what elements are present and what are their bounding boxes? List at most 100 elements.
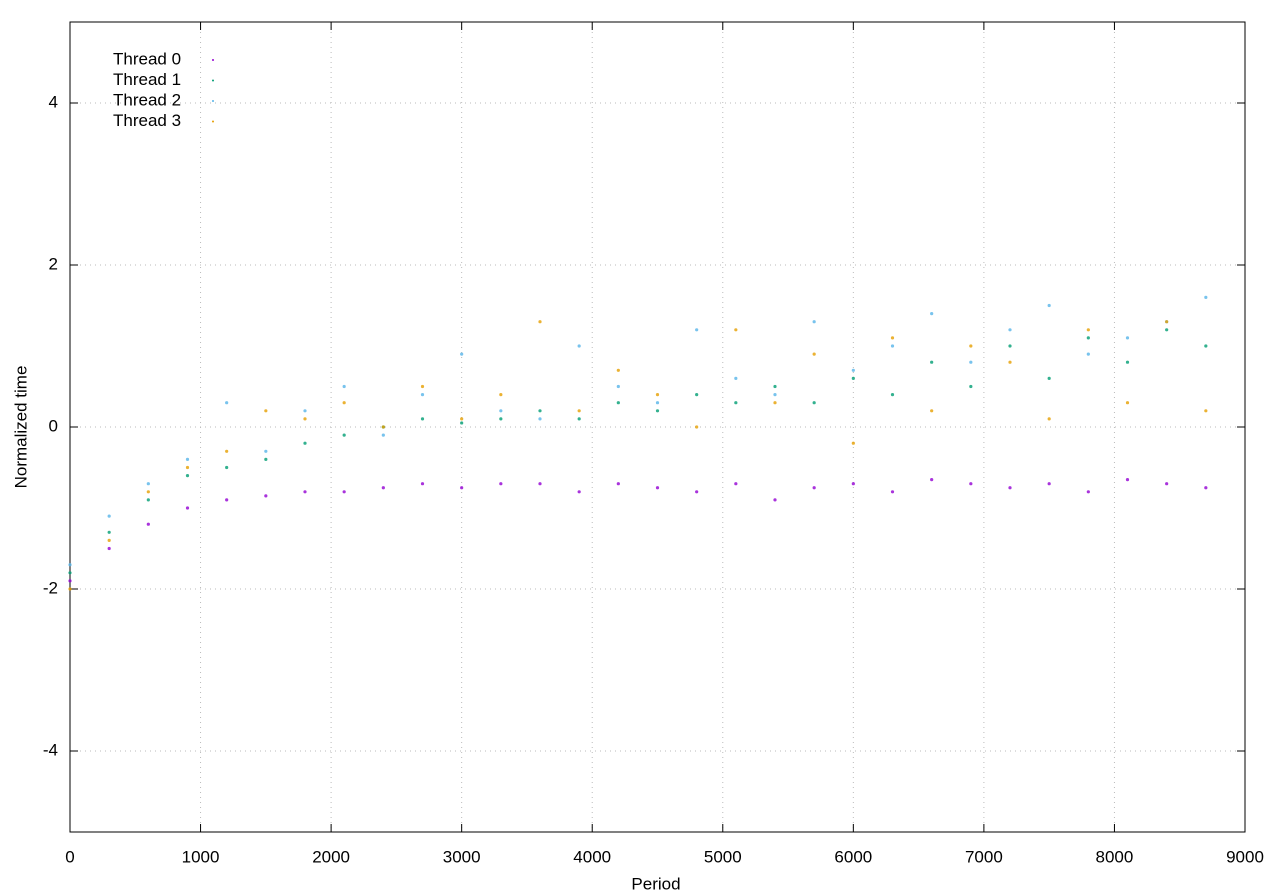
point bbox=[264, 457, 268, 461]
point bbox=[303, 417, 307, 421]
point bbox=[890, 336, 895, 340]
point bbox=[1125, 336, 1130, 340]
point bbox=[616, 368, 620, 372]
point bbox=[381, 425, 385, 429]
point bbox=[1125, 360, 1130, 364]
point bbox=[303, 490, 307, 494]
point bbox=[342, 384, 346, 389]
point bbox=[1125, 478, 1130, 482]
point bbox=[695, 425, 699, 429]
point bbox=[695, 328, 699, 332]
x-tick-label: 7000 bbox=[965, 847, 1003, 866]
y-tick-label: -2 bbox=[43, 578, 58, 597]
legend-marker bbox=[212, 79, 214, 82]
point bbox=[1008, 344, 1012, 348]
point bbox=[460, 352, 464, 356]
point bbox=[225, 401, 229, 405]
point bbox=[342, 490, 346, 494]
plot-border bbox=[69, 21, 1246, 833]
point bbox=[1204, 409, 1208, 413]
point bbox=[930, 478, 934, 482]
x-tick-label: 5000 bbox=[704, 847, 742, 866]
point bbox=[1204, 344, 1208, 348]
point bbox=[460, 421, 464, 425]
point bbox=[499, 393, 503, 397]
point bbox=[1086, 490, 1090, 494]
point bbox=[107, 514, 111, 518]
point bbox=[616, 482, 620, 486]
point bbox=[851, 376, 855, 380]
x-tick-label: 0 bbox=[65, 847, 74, 866]
point bbox=[812, 401, 816, 405]
point bbox=[146, 522, 150, 526]
point bbox=[381, 433, 385, 437]
point bbox=[264, 494, 268, 498]
point bbox=[577, 417, 581, 421]
legend-label: Thread 0 bbox=[113, 49, 181, 68]
point bbox=[381, 486, 385, 490]
y-tick-label: 2 bbox=[49, 254, 58, 273]
point bbox=[890, 490, 895, 494]
point bbox=[538, 417, 542, 421]
point bbox=[734, 482, 738, 486]
point bbox=[890, 344, 895, 348]
point bbox=[1008, 360, 1012, 364]
point bbox=[969, 482, 973, 486]
point bbox=[812, 486, 816, 490]
point bbox=[812, 320, 816, 324]
point bbox=[68, 571, 72, 575]
point bbox=[1086, 328, 1090, 332]
point bbox=[1086, 336, 1090, 340]
point bbox=[1008, 486, 1012, 490]
point bbox=[890, 393, 895, 397]
legend-label: Thread 3 bbox=[113, 111, 181, 130]
y-tick-label: -4 bbox=[43, 740, 58, 759]
point bbox=[420, 482, 425, 486]
point bbox=[969, 360, 973, 364]
point bbox=[342, 433, 346, 437]
point bbox=[1165, 328, 1169, 332]
x-tick-label: 8000 bbox=[1096, 847, 1134, 866]
point bbox=[185, 506, 190, 510]
point bbox=[616, 384, 620, 389]
point bbox=[1047, 417, 1051, 421]
point bbox=[930, 409, 934, 413]
point bbox=[1125, 401, 1130, 405]
point bbox=[734, 328, 738, 332]
point bbox=[969, 384, 973, 389]
point bbox=[146, 498, 150, 502]
point bbox=[851, 441, 855, 445]
legend-marker bbox=[212, 59, 214, 61]
point bbox=[68, 587, 72, 591]
point bbox=[773, 401, 777, 405]
point bbox=[1047, 376, 1051, 380]
point bbox=[1008, 328, 1012, 332]
point bbox=[420, 417, 425, 421]
x-tick-label: 3000 bbox=[443, 847, 481, 866]
point bbox=[225, 465, 229, 470]
point bbox=[225, 449, 229, 453]
point bbox=[655, 409, 660, 413]
point bbox=[499, 417, 503, 421]
point bbox=[185, 465, 190, 470]
point bbox=[616, 401, 620, 405]
point bbox=[68, 563, 72, 567]
point bbox=[1165, 482, 1169, 486]
point bbox=[107, 538, 111, 543]
legend-label: Thread 2 bbox=[113, 90, 181, 109]
point bbox=[225, 498, 229, 502]
point bbox=[460, 486, 464, 490]
point bbox=[969, 344, 973, 348]
point bbox=[930, 312, 934, 316]
point bbox=[1047, 482, 1051, 486]
point bbox=[1165, 320, 1169, 324]
point bbox=[185, 474, 190, 478]
point bbox=[68, 579, 72, 583]
point bbox=[107, 546, 111, 551]
point bbox=[655, 486, 660, 490]
point bbox=[420, 384, 425, 389]
y-tick-label: 4 bbox=[49, 92, 58, 111]
legend-marker bbox=[212, 100, 214, 102]
point bbox=[107, 530, 111, 534]
point bbox=[185, 457, 190, 461]
